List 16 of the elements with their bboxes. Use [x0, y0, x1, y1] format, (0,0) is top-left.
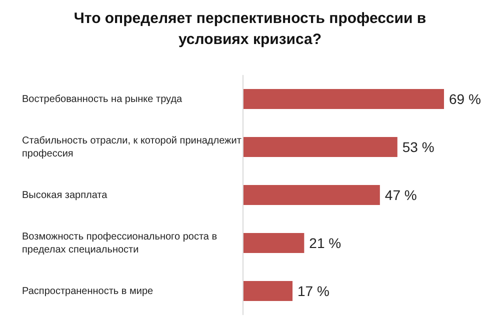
- y-tick-label: Возможность профессионального роста в пределах специальности: [22, 231, 218, 256]
- bar: [243, 89, 444, 109]
- data-label: 53 %: [402, 138, 434, 155]
- y-tick-label: Высокая зарплата: [22, 190, 108, 201]
- chart-title: Что определяет перспективность профессии в условиях кризиса?: [72, 9, 428, 50]
- data-label: 17 %: [298, 282, 330, 299]
- data-label: 69 %: [449, 90, 481, 107]
- bar: [243, 281, 293, 301]
- y-tick-label: Распространенность в мире: [22, 286, 154, 297]
- y-tick-label: Стабильность отрасли, к которой принадлежит профессия: [22, 135, 242, 160]
- bar: [243, 185, 380, 205]
- data-label: 21 %: [309, 234, 342, 251]
- data-label: 47 %: [384, 186, 417, 203]
- y-tick-label: Востребованность на рынке труда: [22, 94, 183, 105]
- bar: [243, 233, 304, 253]
- bar: [243, 137, 398, 157]
